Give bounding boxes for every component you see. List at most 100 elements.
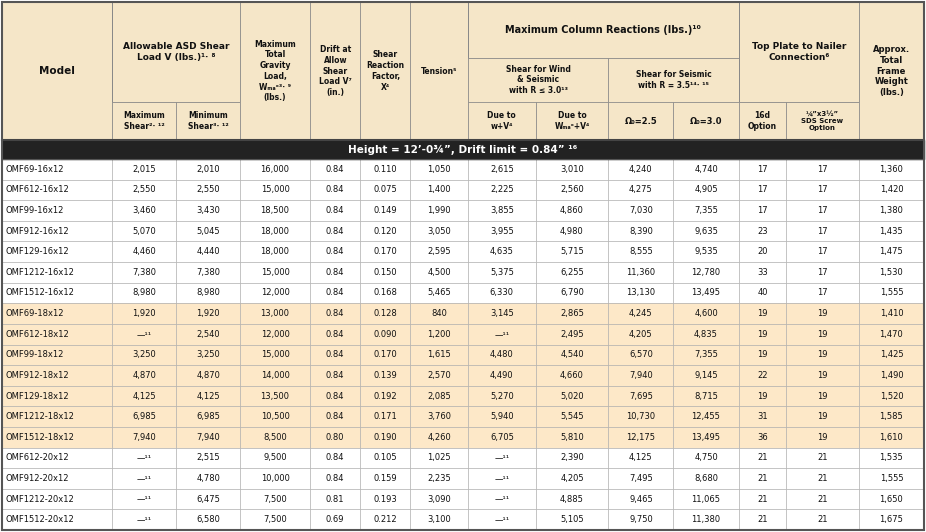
Bar [2,282,112,303]
Text: 3,010: 3,010 [560,165,584,174]
Bar [310,489,360,509]
Bar [240,365,310,386]
Bar [240,489,310,509]
Bar [310,509,360,530]
Bar [786,386,858,406]
Text: 31: 31 [757,412,768,421]
Bar [112,262,176,282]
Bar [673,406,739,427]
Bar [2,2,112,140]
Bar [535,221,608,242]
Text: Ω₀=2.5: Ω₀=2.5 [624,117,657,126]
Text: 7,940: 7,940 [629,371,653,380]
Bar [240,282,310,303]
Text: —¹¹: —¹¹ [137,515,152,524]
Text: Ω₀=3.0: Ω₀=3.0 [690,117,722,126]
Text: 9,635: 9,635 [694,227,718,236]
Text: 1,990: 1,990 [428,206,451,215]
Bar [673,242,739,262]
Bar [608,262,673,282]
Text: 5,020: 5,020 [560,392,583,401]
Text: 18,000: 18,000 [260,227,290,236]
Bar [360,262,410,282]
Bar [240,447,310,468]
Bar [535,509,608,530]
Text: 13,000: 13,000 [260,309,290,318]
Bar [468,2,535,140]
Text: —¹¹: —¹¹ [137,453,152,462]
Bar [468,159,535,180]
Text: OMF612-18x12: OMF612-18x12 [6,330,69,339]
Bar [176,468,240,489]
Text: 1,400: 1,400 [428,186,451,194]
Bar [112,180,176,200]
Text: —¹¹: —¹¹ [137,330,152,339]
Text: Allowable ASD Shear
Load V (lbs.)¹· ⁸: Allowable ASD Shear Load V (lbs.)¹· ⁸ [123,42,230,62]
Text: Maximum Column Reactions (lbs.)¹⁰: Maximum Column Reactions (lbs.)¹⁰ [506,25,701,35]
Text: 7,355: 7,355 [694,206,718,215]
Bar [2,303,112,324]
Text: 0.075: 0.075 [373,186,397,194]
Text: 6,705: 6,705 [490,433,514,442]
Text: 5,045: 5,045 [196,227,219,236]
Bar [608,447,673,468]
Text: OMF612-20x12: OMF612-20x12 [6,453,69,462]
Bar [739,303,786,324]
Text: 2,550: 2,550 [132,186,156,194]
Bar [2,324,112,345]
Bar [2,2,112,140]
Text: 2,515: 2,515 [196,453,219,462]
Bar [739,324,786,345]
Text: 0.69: 0.69 [326,515,344,524]
Text: 1,435: 1,435 [880,227,903,236]
Bar [112,2,176,140]
Text: 10,730: 10,730 [626,412,656,421]
Text: 1,200: 1,200 [428,330,451,339]
Text: 10,000: 10,000 [260,474,290,483]
Text: 23: 23 [757,227,768,236]
Text: 4,885: 4,885 [560,495,584,504]
Bar [608,242,673,262]
Bar [176,489,240,509]
Text: 5,375: 5,375 [490,268,514,277]
Bar [786,489,858,509]
Bar [360,324,410,345]
Text: 4,260: 4,260 [427,433,451,442]
Text: 2,225: 2,225 [490,186,514,194]
Bar [739,447,786,468]
Bar [112,345,176,365]
Text: OMF1212-18x12: OMF1212-18x12 [6,412,75,421]
Bar [468,468,535,489]
Bar [786,324,858,345]
Bar [112,200,176,221]
Text: 6,475: 6,475 [196,495,220,504]
Bar [858,242,924,262]
Bar [608,365,673,386]
Bar [240,406,310,427]
Text: OMF1512-18x12: OMF1512-18x12 [6,433,75,442]
Bar [2,447,112,468]
Bar [673,282,739,303]
Text: 4,205: 4,205 [560,474,583,483]
Text: 4,240: 4,240 [629,165,653,174]
Text: 5,545: 5,545 [560,412,583,421]
Text: 36: 36 [757,433,768,442]
Bar [673,159,739,180]
Bar [360,180,410,200]
Text: 21: 21 [757,474,768,483]
Text: 4,125: 4,125 [132,392,156,401]
Bar [176,447,240,468]
Bar [786,2,858,140]
Bar [468,221,535,242]
Text: 0.159: 0.159 [373,474,397,483]
Text: 4,870: 4,870 [196,371,220,380]
Text: 0.150: 0.150 [373,268,397,277]
Text: 17: 17 [818,288,828,297]
Bar [112,427,176,447]
Bar [360,386,410,406]
Bar [410,262,468,282]
Bar [310,242,360,262]
Bar [739,489,786,509]
Bar [176,386,240,406]
Bar [608,489,673,509]
